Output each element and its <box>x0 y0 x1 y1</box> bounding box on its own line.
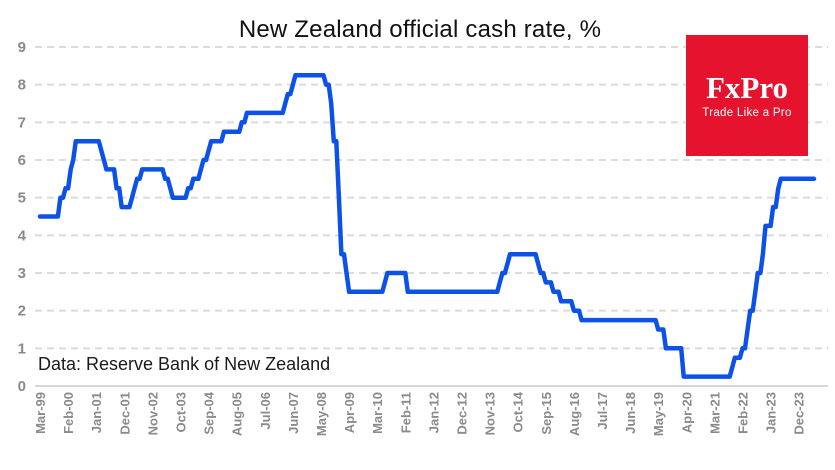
x-tick-label: Mar-99 <box>33 392 48 434</box>
x-tick-label: Apr-09 <box>342 392 357 433</box>
y-tick-label: 1 <box>18 340 26 357</box>
x-tick-label: Jul-17 <box>595 392 610 430</box>
x-tick-label: Aug-05 <box>230 392 245 436</box>
y-tick-label: 6 <box>18 152 26 169</box>
x-tick-label: Dec-12 <box>454 392 469 435</box>
y-tick-label: 5 <box>18 190 26 207</box>
y-tick-label: 0 <box>18 378 26 395</box>
chart-title: New Zealand official cash rate, % <box>238 16 602 43</box>
x-tick-label: May-08 <box>314 392 329 436</box>
y-tick-label: 7 <box>18 114 26 131</box>
x-tick-label: Feb-11 <box>398 392 413 433</box>
x-tick-label: Aug-16 <box>567 392 582 436</box>
y-tick-label: 3 <box>18 265 26 282</box>
x-tick-label: May-19 <box>651 392 666 436</box>
fxpro-wordmark: FxPro <box>705 70 789 105</box>
y-tick-label: 2 <box>18 303 26 320</box>
x-tick-label: Dec-01 <box>117 392 132 435</box>
x-tick-label: Jan-01 <box>89 392 104 433</box>
fxpro-logo: FxPro Trade Like a Pro <box>686 35 808 156</box>
fxpro-tagline: Trade Like a Pro <box>702 107 792 119</box>
y-tick-label: 4 <box>18 227 27 244</box>
x-tick-label: Jul-06 <box>258 392 273 430</box>
x-tick-label: Jan-12 <box>426 392 441 433</box>
x-tick-label: Jun-18 <box>623 392 638 434</box>
y-tick-label: 9 <box>18 39 26 56</box>
x-tick-label: Feb-22 <box>735 392 750 434</box>
data-source-note: Data: Reserve Bank of New Zealand <box>38 354 331 374</box>
x-tick-label: Sep-15 <box>539 392 554 435</box>
cash-rate-line <box>37 73 817 379</box>
x-tick-label: Apr-20 <box>679 392 694 433</box>
x-tick-label: Mar-10 <box>370 392 385 434</box>
x-tick-label: Nov-13 <box>483 392 498 435</box>
x-tick-label: Oct-03 <box>173 392 188 432</box>
x-tick-label: Oct-14 <box>511 391 526 432</box>
y-tick-label: 8 <box>18 77 26 94</box>
x-tick-label: Jan-23 <box>764 392 779 433</box>
x-tick-label: Sep-04 <box>202 391 217 434</box>
x-tick-label: Feb-00 <box>61 392 76 434</box>
x-tick-label: Mar-21 <box>707 392 722 434</box>
x-tick-label: Jun-07 <box>286 392 301 434</box>
x-tick-label: Nov-02 <box>145 392 160 435</box>
x-tick-label: Dec-23 <box>792 392 807 435</box>
